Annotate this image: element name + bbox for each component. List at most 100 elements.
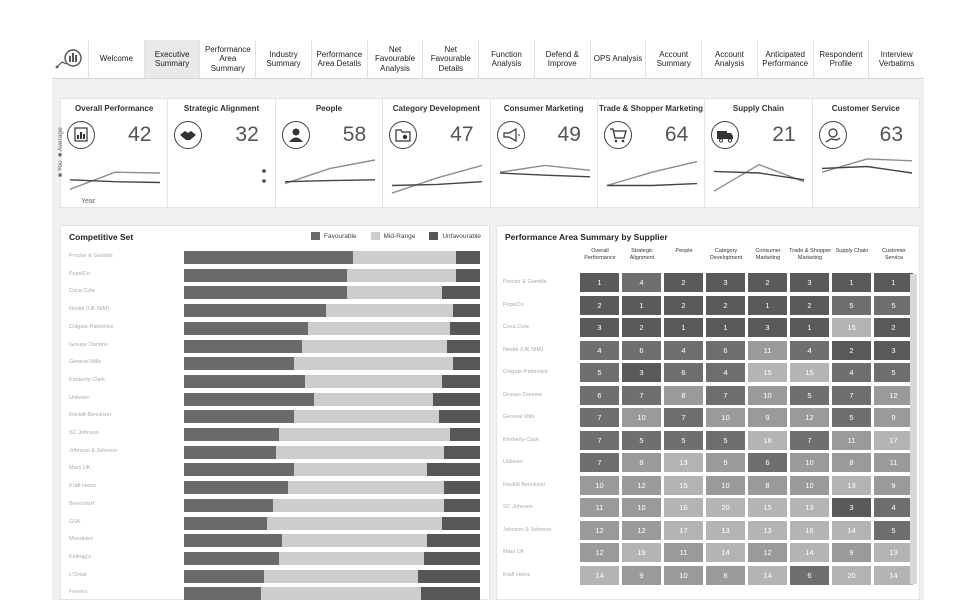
- tab-executive-summary[interactable]: Executive Summary: [143, 40, 200, 78]
- competitive-row[interactable]: PepsiCo: [61, 266, 489, 284]
- grid-cell[interactable]: 6: [663, 362, 704, 383]
- grid-cell[interactable]: 10: [663, 564, 704, 586]
- competitive-row[interactable]: Kellogg's: [61, 549, 489, 567]
- grid-cell[interactable]: 3: [831, 497, 872, 518]
- tab-account-summary[interactable]: Account Summary: [645, 40, 701, 78]
- grid-cell[interactable]: 9: [831, 542, 872, 563]
- competitive-row[interactable]: Colgate-Palmolive: [61, 319, 489, 337]
- grid-cell[interactable]: 8: [705, 564, 746, 586]
- grid-cell[interactable]: 9: [873, 407, 914, 428]
- tab-performance-area-details[interactable]: Performance Area Details: [310, 40, 367, 78]
- grid-cell[interactable]: 1: [873, 272, 914, 293]
- grid-cell[interactable]: 3: [873, 339, 914, 361]
- kpi-card-customer-service[interactable]: Customer Service 63: [811, 99, 919, 207]
- competitive-row[interactable]: Beiersdorf: [61, 496, 489, 514]
- competitive-row[interactable]: Johnson & Johnson: [61, 443, 489, 461]
- competitive-row[interactable]: Coca Cola: [61, 283, 489, 301]
- grid-cell[interactable]: 20: [831, 564, 872, 586]
- grid-cell[interactable]: 6: [789, 564, 830, 586]
- grid-cell[interactable]: 6: [747, 452, 788, 473]
- grid-cell[interactable]: 14: [789, 542, 830, 563]
- grid-cell[interactable]: 4: [579, 339, 620, 361]
- grid-cell[interactable]: 2: [831, 339, 872, 361]
- competitive-row[interactable]: Reckitt Benckiser: [61, 407, 489, 425]
- tab-ops-analysis[interactable]: OPS Analysis: [589, 40, 646, 78]
- kpi-card-people[interactable]: People 58: [274, 99, 382, 207]
- grid-cell[interactable]: 1: [831, 272, 872, 293]
- grid-cell[interactable]: 8: [831, 452, 872, 473]
- grid-cell[interactable]: 15: [747, 497, 788, 518]
- competitive-row[interactable]: Nestlé (UK NIM): [61, 301, 489, 319]
- competitive-row[interactable]: Unilever: [61, 390, 489, 408]
- grid-cell[interactable]: 15: [663, 474, 704, 496]
- tab-net-favourable-analysis[interactable]: Net Favourable Analysis: [366, 40, 423, 78]
- competitive-row[interactable]: Groupe Danone: [61, 337, 489, 355]
- grid-cell[interactable]: 4: [705, 362, 746, 383]
- tab-defend-improve[interactable]: Defend & Improve: [533, 40, 590, 78]
- grid-column-header[interactable]: Strategic Alignment: [629, 248, 655, 261]
- grid-cell[interactable]: 9: [621, 564, 662, 586]
- grid-cell[interactable]: 4: [831, 362, 872, 383]
- grid-cell[interactable]: 12: [747, 542, 788, 563]
- grid-column-header[interactable]: Trade & Shopper Marketing: [789, 248, 831, 261]
- kpi-card-consumer-marketing[interactable]: Consumer Marketing 49: [489, 99, 597, 207]
- grid-cell[interactable]: 10: [621, 497, 662, 518]
- grid-cell[interactable]: 7: [579, 429, 620, 451]
- grid-cell[interactable]: 7: [789, 429, 830, 451]
- grid-cell[interactable]: 13: [789, 497, 830, 518]
- grid-cell[interactable]: 15: [831, 317, 872, 338]
- grid-cell[interactable]: 7: [705, 384, 746, 406]
- grid-cell[interactable]: 11: [831, 429, 872, 451]
- grid-cell[interactable]: 4: [789, 339, 830, 361]
- grid-cell[interactable]: 5: [873, 294, 914, 316]
- grid-cell[interactable]: 1: [663, 317, 704, 338]
- grid-cell[interactable]: 8: [663, 384, 704, 406]
- grid-cell[interactable]: 11: [663, 542, 704, 563]
- grid-cell[interactable]: 5: [873, 362, 914, 383]
- competitive-row[interactable]: Kimberly-Clark: [61, 372, 489, 390]
- grid-cell[interactable]: 13: [663, 452, 704, 473]
- grid-cell[interactable]: 16: [789, 519, 830, 541]
- grid-cell[interactable]: 5: [873, 519, 914, 541]
- grid-cell[interactable]: 7: [579, 452, 620, 473]
- tab-net-favourable-details[interactable]: Net Favourable Details: [422, 40, 478, 78]
- grid-cell[interactable]: 10: [621, 407, 662, 428]
- kpi-card-strategic-alignment[interactable]: Strategic Alignment 32: [167, 99, 274, 207]
- grid-cell[interactable]: 12: [579, 542, 620, 563]
- grid-cell[interactable]: 2: [747, 272, 788, 293]
- grid-cell[interactable]: 4: [663, 339, 704, 361]
- grid-cell[interactable]: 9: [705, 452, 746, 473]
- tab-performance-area-summary[interactable]: Performance Area Summary: [199, 40, 255, 78]
- kpi-card-supply-chain[interactable]: Supply Chain 21: [704, 99, 811, 207]
- grid-cell[interactable]: 5: [831, 294, 872, 316]
- kpi-card-category-development[interactable]: Category Development 47: [382, 99, 489, 207]
- tab-function-analysis[interactable]: Function Analysis: [478, 40, 534, 78]
- grid-cell[interactable]: 13: [705, 519, 746, 541]
- grid-cell[interactable]: 4: [873, 497, 914, 518]
- grid-cell[interactable]: 3: [705, 272, 746, 293]
- grid-cell[interactable]: 2: [663, 272, 704, 293]
- grid-cell[interactable]: 2: [579, 294, 620, 316]
- grid-cell[interactable]: 15: [789, 362, 830, 383]
- grid-cell[interactable]: 14: [873, 564, 914, 586]
- grid-cell[interactable]: 2: [621, 317, 662, 338]
- grid-cell[interactable]: 1: [789, 317, 830, 338]
- grid-cell[interactable]: 17: [873, 429, 914, 451]
- grid-cell[interactable]: 12: [789, 407, 830, 428]
- competitive-row[interactable]: General Mills: [61, 354, 489, 372]
- grid-cell[interactable]: 7: [831, 384, 872, 406]
- grid-cell[interactable]: 12: [873, 384, 914, 406]
- grid-cell[interactable]: 14: [831, 519, 872, 541]
- grid-cell[interactable]: 11: [873, 452, 914, 473]
- grid-cell[interactable]: 14: [705, 542, 746, 563]
- tab-welcome[interactable]: Welcome: [88, 40, 144, 78]
- grid-cell[interactable]: 3: [789, 272, 830, 293]
- grid-cell[interactable]: 12: [579, 519, 620, 541]
- tab-respondent-profile[interactable]: Respondent Profile: [812, 40, 869, 78]
- grid-cell[interactable]: 1: [747, 294, 788, 316]
- grid-scrollbar[interactable]: [910, 274, 917, 584]
- grid-column-header[interactable]: Supply Chain: [835, 248, 869, 254]
- grid-column-header[interactable]: Consumer Marketing: [755, 248, 781, 261]
- grid-cell[interactable]: 16: [663, 497, 704, 518]
- competitive-row[interactable]: Procter & Gamble: [61, 248, 489, 266]
